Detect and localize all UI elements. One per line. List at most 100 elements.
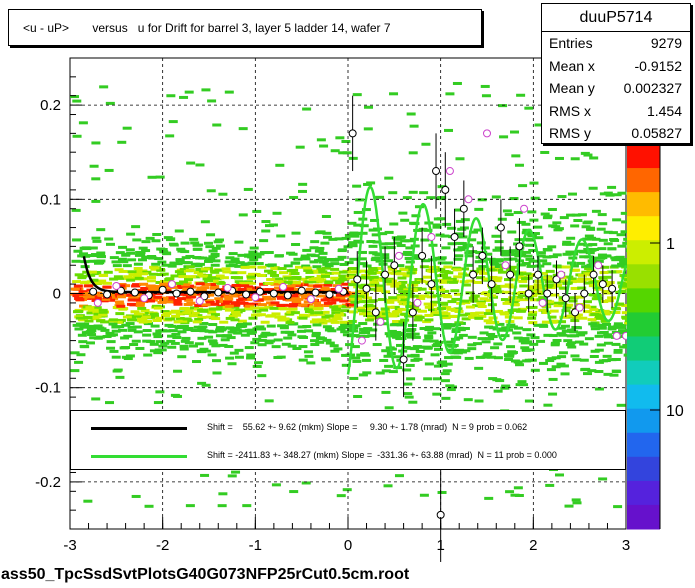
density-cell: [500, 249, 510, 253]
density-cell: [454, 232, 464, 236]
density-cell: [283, 336, 293, 340]
density-cell: [239, 301, 249, 305]
density-cell: [165, 317, 175, 321]
density-cell: [621, 315, 631, 319]
density-cell: [292, 346, 302, 350]
density-cell: [341, 236, 351, 240]
density-cell: [540, 212, 550, 216]
density-cell: [227, 330, 237, 334]
density-cell: [192, 360, 202, 364]
density-cell: [385, 300, 395, 304]
density-cell: [92, 306, 102, 310]
density-cell: [357, 250, 367, 254]
density-cell: [572, 315, 582, 319]
density-cell: [205, 245, 215, 249]
density-cell: [124, 276, 134, 280]
density-cell: [77, 333, 87, 337]
density-cell: [213, 240, 223, 244]
density-cell: [612, 218, 622, 222]
density-cell: [599, 300, 609, 304]
density-cell: [230, 301, 240, 305]
density-cell: [84, 330, 94, 334]
density-cell: [442, 276, 452, 280]
density-cell: [133, 296, 143, 300]
density-cell: [322, 325, 332, 329]
density-cell: [298, 182, 308, 186]
density-cell: [534, 123, 544, 127]
density-cell: [437, 490, 447, 494]
density-cell: [504, 278, 514, 282]
density-cell: [423, 228, 433, 232]
density-cell: [530, 368, 540, 372]
density-cell: [201, 303, 211, 307]
density-cell: [201, 383, 211, 387]
density-cell: [611, 342, 621, 346]
density-cell: [410, 358, 420, 362]
density-cell: [203, 241, 213, 245]
density-cell: [585, 249, 595, 253]
density-cell: [291, 261, 301, 265]
density-cell: [519, 383, 529, 387]
density-cell: [355, 289, 365, 293]
density-cell: [445, 92, 455, 96]
density-cell: [364, 303, 374, 307]
density-cell: [397, 308, 407, 312]
density-cell: [131, 284, 141, 288]
density-cell: [574, 249, 584, 253]
profile-point: [418, 251, 427, 260]
density-cell: [309, 320, 319, 324]
profile-point: [200, 292, 209, 301]
density-cell: [151, 304, 161, 308]
density-cell: [287, 322, 297, 326]
density-cell: [215, 238, 225, 242]
density-cell: [316, 279, 326, 283]
profile-point-magenta: [306, 295, 315, 304]
density-cell: [383, 259, 393, 263]
density-cell: [528, 248, 538, 252]
density-cell: [584, 234, 594, 238]
density-cell: [347, 319, 357, 323]
density-cell: [149, 272, 159, 276]
density-cell: [83, 284, 93, 288]
density-cell: [469, 230, 479, 234]
density-cell: [596, 343, 606, 347]
density-cell: [167, 334, 177, 338]
density-cell: [316, 267, 326, 271]
density-cell: [367, 334, 377, 338]
density-cell: [517, 309, 527, 313]
density-cell: [165, 134, 175, 138]
density-cell: [527, 286, 537, 290]
density-cell: [365, 318, 375, 322]
density-cell: [493, 356, 503, 360]
density-cell: [156, 268, 166, 272]
profile-point: [89, 287, 98, 296]
density-cell: [620, 262, 630, 266]
density-cell: [264, 399, 274, 403]
density-cell: [550, 343, 560, 347]
density-cell: [411, 335, 421, 339]
density-cell: [119, 346, 129, 350]
density-cell: [251, 272, 261, 276]
profile-point: [311, 288, 320, 297]
density-cell: [133, 267, 143, 271]
density-cell: [150, 324, 160, 328]
density-cell: [177, 330, 187, 334]
density-cell: [87, 308, 97, 312]
density-cell: [277, 267, 287, 271]
density-cell: [556, 326, 566, 330]
density-cell: [190, 311, 200, 315]
density-cell: [235, 309, 245, 313]
density-cell: [92, 239, 102, 243]
density-cell: [547, 277, 557, 281]
density-cell: [440, 234, 450, 238]
density-cell: [553, 304, 563, 308]
density-cell: [602, 254, 612, 258]
density-cell: [443, 265, 453, 269]
density-cell: [430, 300, 440, 304]
density-cell: [311, 318, 321, 322]
density-cell: [359, 269, 369, 273]
density-cell: [146, 299, 156, 303]
density-cell: [314, 259, 324, 263]
density-cell: [437, 196, 447, 200]
density-cell: [528, 294, 538, 298]
